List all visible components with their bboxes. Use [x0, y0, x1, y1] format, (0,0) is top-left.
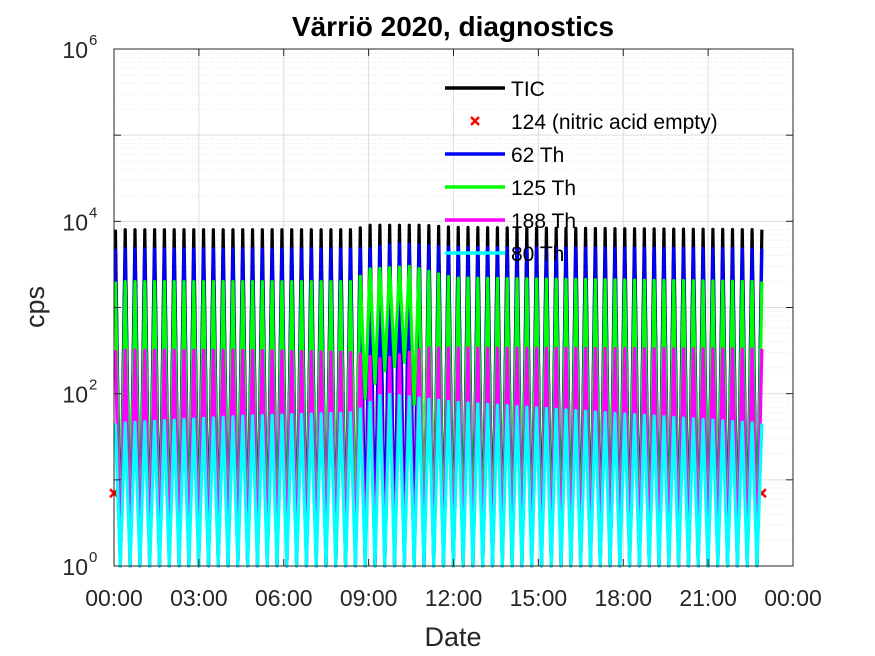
series-layer — [109, 223, 767, 568]
y-tick-exponent: 0 — [89, 549, 97, 566]
y-tick-label: 10 0 — [62, 549, 97, 580]
y-tick-exponent: 6 — [89, 32, 97, 49]
legend-entry-3: 125 Th — [445, 177, 576, 200]
chart-title: Värriö 2020, diagnostics — [292, 11, 614, 42]
x-axis-label: Date — [424, 622, 481, 652]
series-line-4 — [113, 346, 764, 568]
x-tick-labels: 00:00 03:00 06:00 09:00 12:00 15:00 18:00 21:00… — [85, 585, 822, 611]
legend-label: 62 Th — [511, 144, 564, 167]
legend-entry-5: 80 Th — [445, 243, 564, 266]
legend: TIC 124 (nitric acid empty) 62 Th 125 Th 188… — [445, 78, 718, 266]
y-tick-label: 10 6 — [62, 32, 97, 63]
tick-marks — [113, 48, 794, 567]
legend-entry-1: 124 (nitric acid empty) — [470, 111, 718, 134]
x-tick-label: 09:00 — [340, 585, 398, 611]
series-line-0 — [113, 223, 764, 568]
y-tick-label: 10 2 — [62, 377, 97, 408]
y-tick-base: 10 — [62, 37, 88, 63]
y-tick-base: 10 — [62, 554, 88, 580]
x-tick-label: 15:00 — [510, 585, 568, 611]
legend-entry-2: 62 Th — [445, 144, 564, 167]
y-tick-label: 10 4 — [62, 204, 97, 235]
legend-marker — [470, 116, 480, 126]
x-tick-label: 00:00 — [85, 585, 143, 611]
legend-label: 125 Th — [511, 177, 576, 200]
series-line-3 — [113, 264, 764, 568]
x-tick-label: 12:00 — [425, 585, 483, 611]
x-tick-label: 18:00 — [594, 585, 652, 611]
series-line-2 — [113, 242, 764, 568]
legend-entry-0: TIC — [445, 78, 545, 101]
x-tick-label: 06:00 — [255, 585, 313, 611]
y-tick-exponent: 4 — [89, 204, 97, 221]
y-tick-base: 10 — [62, 382, 88, 408]
y-tick-exponent: 2 — [89, 377, 97, 394]
legend-label: 188 Th — [511, 210, 576, 233]
legend-label: TIC — [511, 78, 545, 101]
x-tick-label: 21:00 — [679, 585, 737, 611]
legend-label: 80 Th — [511, 243, 564, 266]
series-line-5 — [113, 392, 764, 568]
x-tick-label: 03:00 — [170, 585, 228, 611]
legend-entry-4: 188 Th — [445, 210, 576, 233]
y-tick-base: 10 — [62, 209, 88, 235]
x-tick-label: 00:00 — [764, 585, 822, 611]
legend-label: 124 (nitric acid empty) — [511, 111, 718, 134]
y-axis-label: cps — [20, 286, 50, 328]
